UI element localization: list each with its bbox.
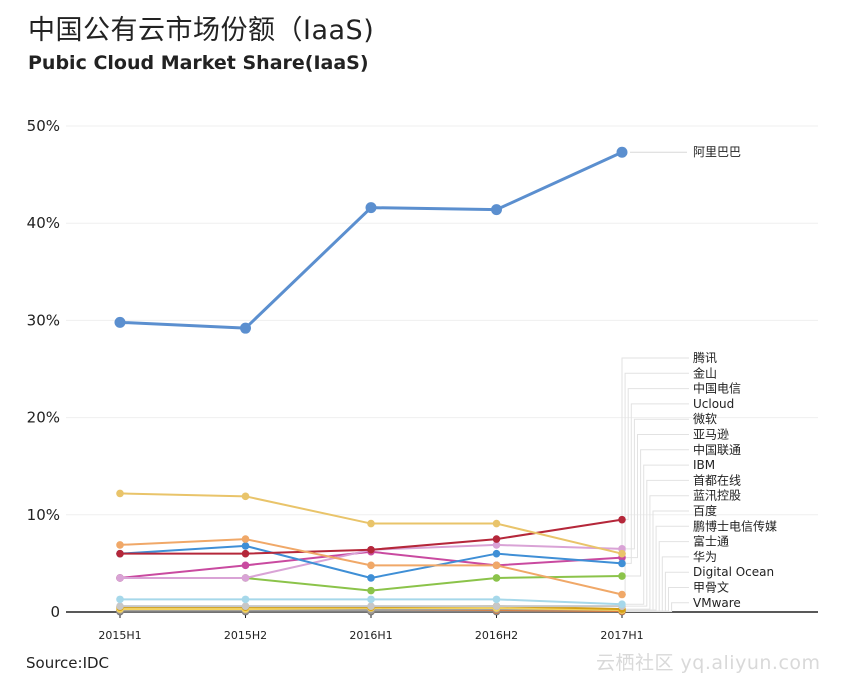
leader-line: [626, 464, 689, 605]
legend-label: 金山: [693, 365, 717, 380]
data-point: [492, 561, 501, 570]
line-chart: 0 10% 20% 30% 40% 50% 2015H1 2015H2 2016H1 2016H…: [27, 117, 818, 642]
data-point: [618, 549, 626, 558]
source-note: Source:IDC: [26, 654, 110, 672]
data-point: [116, 574, 124, 582]
legend-label: VMware: [693, 596, 741, 610]
legend-label: Ucloud: [693, 397, 734, 411]
legend-label: 蓝汛控股: [693, 489, 741, 503]
data-point: [618, 572, 626, 580]
legend: 阿里巴巴腾讯金山中国电信Ucloud微软亚马逊中国联通IBM首都在线蓝汛控股百度…: [693, 145, 777, 610]
y-tick-label: 50%: [27, 117, 60, 135]
data-point: [367, 595, 375, 604]
x-tick-label: 2016H2: [475, 629, 518, 642]
data-point: [492, 541, 501, 549]
legend-label: 甲骨文: [693, 580, 729, 595]
leader-line: [626, 602, 689, 613]
data-point: [492, 519, 501, 528]
y-tick-label: 30%: [27, 311, 60, 329]
x-axis: 2015H1 2015H2 2016H1 2016H2 2017H1: [98, 612, 644, 642]
data-point: [241, 535, 250, 543]
data-point: [241, 549, 250, 558]
y-tick-label: 0: [50, 603, 60, 621]
legend-leader-lines: [621, 151, 689, 613]
y-axis: 0 10% 20% 30% 40% 50%: [27, 117, 60, 621]
data-point: [492, 549, 501, 558]
data-point: [618, 559, 626, 568]
series-line: [119, 150, 623, 330]
data-point: [367, 561, 375, 570]
legend-label: 百度: [693, 503, 717, 518]
legend-label: 鹏博士电信传媒: [693, 518, 777, 533]
x-tick-label: 2015H2: [224, 629, 267, 642]
legend-label: 腾讯: [693, 350, 717, 365]
data-point: [618, 515, 626, 524]
legend-label: 阿里巴巴: [693, 145, 741, 159]
data-point: [241, 574, 250, 582]
data-point: [116, 549, 124, 558]
data-point: [491, 204, 502, 216]
data-point: [116, 489, 124, 498]
data-point: [241, 602, 250, 610]
data-point: [116, 595, 124, 604]
data-point: [240, 322, 251, 334]
leader-line: [626, 587, 689, 612]
data-point: [116, 541, 124, 549]
legend-label: 华为: [693, 550, 717, 564]
data-point: [367, 545, 375, 554]
leader-line: [626, 418, 689, 550]
data-point: [492, 602, 501, 610]
legend-label: 中国联通: [693, 442, 741, 457]
data-point: [116, 602, 124, 610]
series-lines: [114, 146, 628, 616]
leader-line: [626, 571, 689, 612]
legend-label: 首都在线: [693, 473, 741, 487]
data-point: [492, 535, 501, 543]
x-tick-label: 2017H1: [600, 629, 643, 642]
data-point: [241, 542, 250, 550]
x-tick-label: 2015H1: [98, 629, 141, 642]
leader-line: [626, 449, 689, 577]
leader-line: [626, 479, 689, 607]
chart-subtitle: Pubic Cloud Market Share(IaaS): [28, 52, 369, 74]
data-point: [367, 574, 375, 582]
data-point: [114, 316, 126, 328]
data-point: [367, 519, 375, 528]
data-point: [616, 146, 628, 158]
legend-label: 富士通: [693, 534, 729, 549]
leader-line: [626, 403, 689, 564]
data-point: [618, 600, 626, 609]
leader-line: [626, 525, 689, 611]
leader-line: [626, 434, 689, 559]
y-tick-label: 40%: [27, 214, 60, 232]
data-point: [241, 492, 250, 501]
data-point: [367, 602, 375, 610]
y-tick-label: 20%: [27, 409, 60, 427]
legend-label: 中国电信: [693, 381, 741, 396]
data-point: [492, 574, 501, 582]
chart-title: 中国公有云市场份额（IaaS): [28, 15, 375, 46]
data-point: [241, 561, 250, 570]
leader-line: [621, 357, 689, 555]
leader-line: [626, 495, 689, 610]
data-point: [365, 202, 377, 214]
y-tick-label: 10%: [27, 506, 60, 524]
legend-label: 微软: [693, 412, 717, 426]
data-point: [241, 595, 250, 604]
data-point: [492, 595, 501, 604]
watermark: 云栖社区 yq.aliyun.com: [596, 652, 821, 674]
x-tick-label: 2016H1: [349, 629, 392, 642]
legend-label: 亚马逊: [693, 428, 729, 442]
legend-label: Digital Ocean: [693, 565, 774, 579]
data-point: [367, 586, 375, 595]
leader-line: [626, 388, 689, 521]
legend-label: IBM: [693, 458, 715, 472]
data-point: [618, 590, 626, 599]
